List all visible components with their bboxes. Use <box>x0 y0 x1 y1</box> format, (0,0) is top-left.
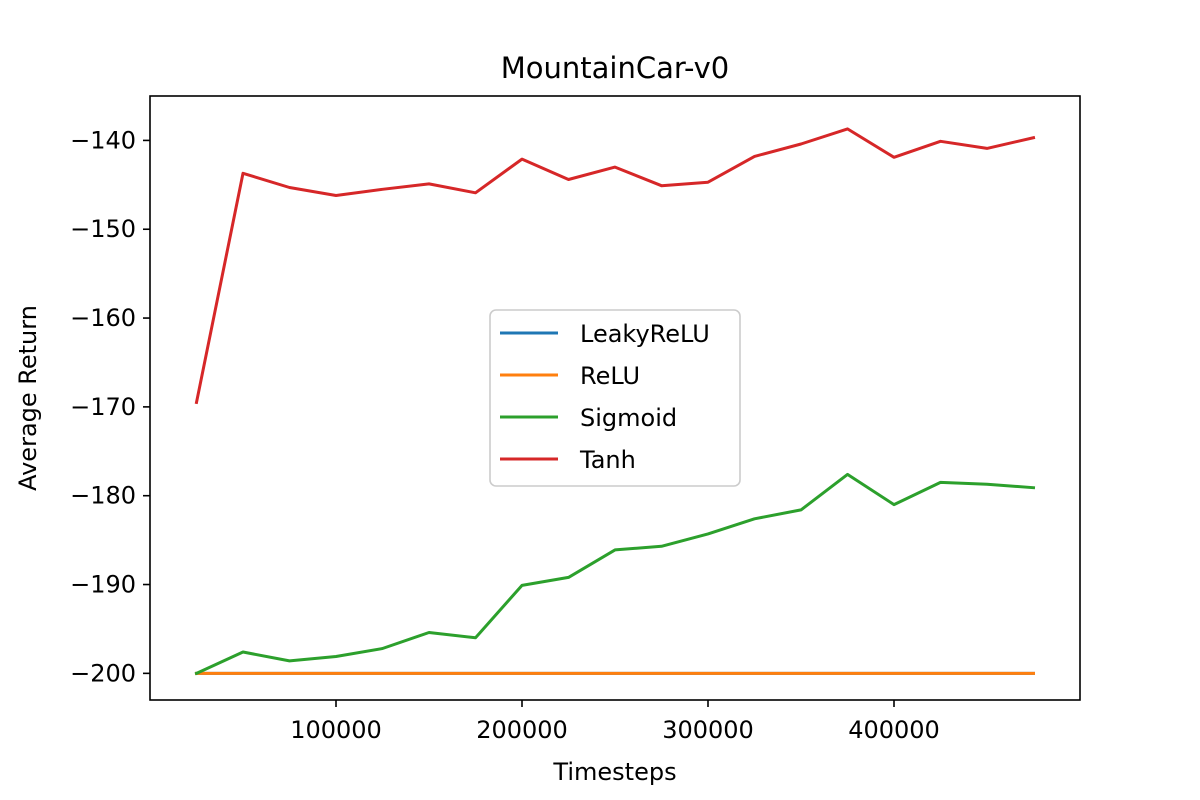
series-layer <box>194 127 1036 676</box>
x-axis: 100000 200000 300000 400000 <box>290 700 940 744</box>
y-tick-label: −180 <box>70 482 136 510</box>
x-tick-label: 200000 <box>476 716 568 744</box>
chart-title: MountainCar-v0 <box>501 51 730 85</box>
y-tick-label: −170 <box>70 393 136 421</box>
y-axis: −140 −150 −160 −170 −180 −190 −200 <box>70 126 150 687</box>
series-line-tanh <box>194 127 1036 405</box>
y-tick-label: −160 <box>70 304 136 332</box>
legend-label-leakyrelu: LeakyReLU <box>580 320 710 348</box>
legend: LeakyReLU ReLU Sigmoid Tanh <box>489 309 741 487</box>
legend-box <box>489 309 741 487</box>
legend-label-sigmoid: Sigmoid <box>580 404 677 432</box>
y-tick-label: −140 <box>70 126 136 154</box>
x-axis-title: Timesteps <box>552 758 676 786</box>
x-tick-label: 400000 <box>848 716 940 744</box>
y-tick-label: −190 <box>70 571 136 599</box>
legend-label-relu: ReLU <box>580 362 640 390</box>
x-tick-label: 100000 <box>290 716 382 744</box>
x-tick-label: 300000 <box>662 716 754 744</box>
legend-label-tanh: Tanh <box>579 446 636 474</box>
series-line-sigmoid <box>194 472 1036 676</box>
y-tick-label: −150 <box>70 215 136 243</box>
plot-frame <box>149 95 1081 701</box>
y-tick-label: −200 <box>70 659 136 687</box>
y-axis-title: Average Return <box>14 305 42 491</box>
